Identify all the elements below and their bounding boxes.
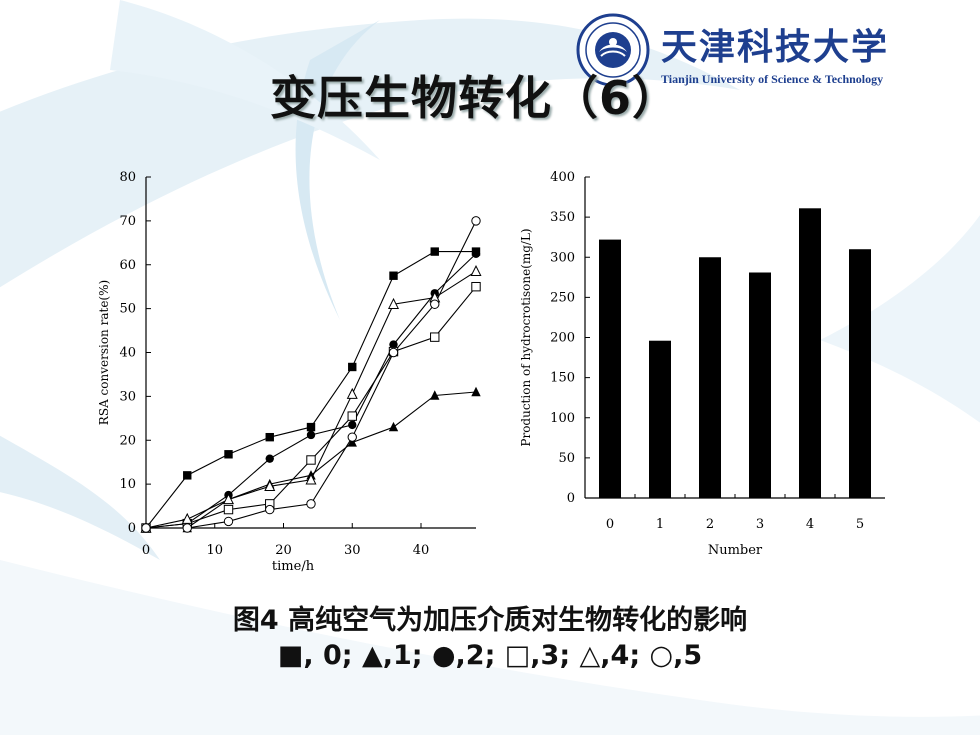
data-point: [348, 362, 357, 372]
data-point: [264, 480, 276, 492]
x-tick-label: 0: [142, 543, 150, 558]
conversion-rate-line-chart: 0 10 20 30 40 50 60 70 80 0 10 20 30 40 time/h RSA conv…: [97, 170, 482, 574]
series-line: [145, 253, 477, 529]
series-filled-circle: [145, 253, 477, 529]
x-tick-label: 10: [206, 543, 223, 558]
data-point: [347, 432, 357, 442]
bar-4: [799, 208, 821, 499]
series-line: [145, 270, 477, 529]
data-point: [265, 454, 274, 463]
data-point: [430, 390, 440, 400]
series-open-square: [145, 286, 477, 529]
y-tick-label: 0: [128, 521, 136, 536]
bar-5: [849, 249, 871, 498]
data-point: [141, 523, 151, 533]
x-tick-label: 5: [856, 517, 864, 532]
x-tick-label: 3: [756, 517, 764, 532]
data-point: [183, 471, 192, 480]
data-point: [430, 332, 440, 342]
y-tick-label: 30: [119, 389, 136, 404]
series-markers-filled-circle: [141, 249, 481, 533]
data-point: [346, 387, 358, 399]
data-point: [305, 473, 317, 485]
data-point: [389, 271, 398, 280]
data-point: [388, 347, 399, 358]
bar-2: [699, 257, 721, 498]
y-tick-label: 50: [558, 451, 575, 466]
slide-title: 变压生物转化（6）: [270, 71, 680, 125]
series-open-triangle: [145, 270, 477, 529]
figure-caption: 图4 高纯空气为加压介质对生物转化的影响: [232, 605, 748, 636]
y-tick-label: 400: [550, 170, 575, 185]
data-point: [222, 493, 235, 505]
y-tick-label: 300: [550, 250, 575, 265]
data-point: [387, 297, 400, 309]
data-point: [306, 422, 316, 432]
y-tick-label: 10: [119, 477, 136, 492]
data-point: [224, 450, 233, 459]
university-logo: 天津科技大学 Tianjin University of Science & T…: [575, 12, 965, 92]
series-filled-square: [145, 251, 476, 529]
series-line: [145, 286, 477, 529]
data-point: [347, 437, 357, 447]
data-point: [347, 411, 357, 421]
y-axis-title: RSA conversion rate(%): [97, 280, 111, 425]
y-tick-label: 80: [119, 170, 136, 185]
y-axis-title: Production of hydrocrotisone(mg/L): [519, 228, 533, 446]
data-point: [265, 432, 274, 442]
x-axis-title: time/h: [272, 559, 315, 574]
data-point: [471, 249, 481, 258]
x-tick-label: 2: [706, 517, 714, 532]
data-point: [348, 420, 357, 430]
data-point: [306, 455, 316, 465]
data-point: [471, 281, 481, 292]
y-tick-label: 150: [550, 371, 575, 386]
data-point: [182, 523, 192, 533]
bar-3: [749, 272, 771, 498]
x-tick-label: 20: [275, 543, 292, 558]
y-tick-label: 100: [550, 411, 575, 426]
data-point: [265, 504, 275, 515]
y-tick-label: 250: [550, 290, 575, 305]
y-tick-label: 20: [119, 433, 136, 448]
x-tick-label: 40: [413, 543, 430, 558]
data-point: [223, 504, 234, 515]
university-seal-icon: [576, 13, 650, 87]
data-point: [389, 340, 398, 349]
data-point: [223, 516, 234, 527]
series-markers-open-square: [141, 281, 481, 533]
figure-legend: ■, 0; ▲,1; ●,2; □,3; △,4; ○,5: [277, 640, 703, 671]
bar-0: [599, 239, 621, 498]
logo-english-name: Tianjin University of Science & Technolo…: [661, 72, 884, 86]
logo-chinese-name: 天津科技大学: [661, 26, 890, 68]
y-tick-label: 60: [119, 258, 136, 273]
data-point: [388, 421, 399, 432]
data-point: [181, 512, 193, 524]
y-tick-label: 0: [567, 491, 575, 506]
bar-1: [649, 340, 671, 498]
x-tick-label: 1: [656, 517, 664, 532]
y-tick-label: 200: [550, 331, 575, 346]
data-point: [430, 247, 439, 256]
y-tick-label: 50: [119, 302, 136, 317]
x-tick-label: 30: [344, 543, 361, 558]
data-point: [470, 265, 482, 277]
x-axis-title: Number: [708, 543, 763, 558]
y-tick-label: 70: [119, 214, 136, 229]
hydrocortisone-bar-chart: 0 50 100 150 200 250 300 350 400 0 1 2 3 4 5 Number Prod…: [519, 170, 885, 558]
y-tick-label: 40: [119, 346, 136, 361]
data-point: [471, 216, 481, 226]
data-point: [430, 299, 440, 309]
data-point: [306, 499, 316, 509]
x-tick-label: 4: [806, 517, 814, 532]
series-markers-filled-square: [141, 247, 481, 533]
data-point: [471, 386, 481, 397]
series-line: [145, 251, 476, 529]
series-markers-open-circle: [141, 216, 481, 533]
data-point: [306, 430, 316, 440]
x-tick-label: 0: [606, 517, 614, 532]
y-tick-label: 350: [550, 210, 575, 225]
